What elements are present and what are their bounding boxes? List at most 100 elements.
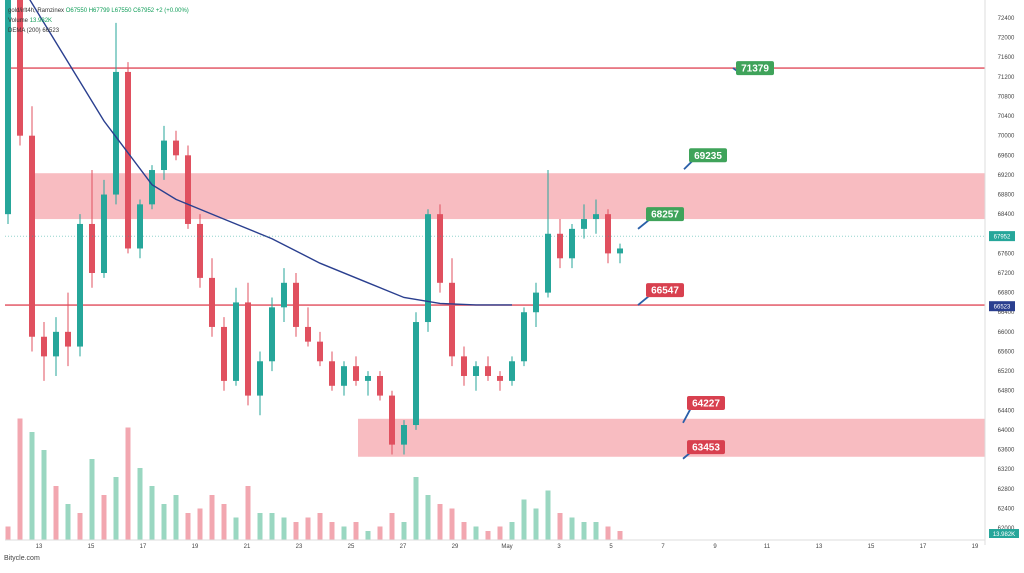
- volume-bar: [281, 517, 287, 540]
- candle-body: [221, 326, 227, 381]
- volume-bar: [413, 477, 419, 540]
- y-tick-label: 64000: [998, 428, 1015, 434]
- volume-bar: [185, 513, 191, 540]
- x-tick-label: 13: [816, 544, 823, 550]
- y-tick-label: 62400: [998, 506, 1015, 512]
- y-tick-label: 67600: [998, 251, 1015, 257]
- candle-body: [533, 292, 539, 313]
- volume-bar: [161, 504, 167, 540]
- y-tick-label: 67200: [998, 271, 1015, 277]
- candle-body: [341, 366, 347, 386]
- volume-bar: [437, 504, 443, 540]
- candle-body: [305, 326, 311, 342]
- candle-body: [497, 375, 503, 381]
- candle-body: [425, 214, 431, 323]
- candle-body: [257, 361, 263, 396]
- candle-body: [413, 322, 419, 426]
- candle-body: [113, 71, 119, 195]
- x-tick-label: 9: [713, 544, 717, 550]
- level-badge-text: 71379: [741, 64, 769, 75]
- badge-pointer-64227: [682, 407, 692, 424]
- candle-body: [581, 219, 587, 229]
- price-tag-text: 66523: [994, 305, 1011, 311]
- volume-bar: [329, 522, 335, 540]
- x-tick-label: 11: [764, 544, 771, 550]
- y-tick-label: 66400: [998, 310, 1015, 316]
- candle-body: [593, 214, 599, 220]
- volume-bar: [485, 531, 491, 540]
- volume-bar: [317, 513, 323, 540]
- y-tick-label: 65200: [998, 369, 1015, 375]
- candle-body: [77, 223, 83, 347]
- volume-bar: [245, 486, 251, 540]
- volume-bar: [5, 526, 11, 540]
- y-tick-label: 64800: [998, 389, 1015, 395]
- volume-bar: [401, 522, 407, 540]
- ohlc-values: O67550 H67799 L67550 C67952 +2 (+0.00%): [65, 8, 189, 14]
- candle-body: [317, 341, 323, 362]
- x-tick-label: May: [501, 544, 512, 550]
- volume-bar: [269, 513, 275, 540]
- candle-body: [209, 277, 215, 327]
- sr-zone-2: [358, 418, 985, 457]
- level-badge-69235: [689, 148, 727, 163]
- candle-body: [17, 0, 23, 136]
- x-tick-label: 15: [88, 544, 95, 550]
- volume-bar: [113, 477, 119, 540]
- x-tick-label: 17: [920, 544, 927, 550]
- candle-body: [377, 375, 383, 396]
- candle-body: [485, 366, 491, 376]
- dema-value: 66523: [42, 28, 60, 34]
- level-badge-68257: [646, 207, 684, 222]
- dema-price-tag: [989, 301, 1015, 312]
- volume-bar: [173, 495, 179, 540]
- volume-bar: [509, 522, 515, 540]
- candle-body: [53, 331, 59, 357]
- volume-bar: [149, 486, 155, 540]
- candle-body: [41, 336, 47, 357]
- candle-body: [569, 228, 575, 259]
- volume-bar: [101, 495, 107, 540]
- candle-body: [185, 155, 191, 224]
- chart-info-panel: gold/irlt4h, Ramzinex O67550 H67799 L675…: [8, 6, 189, 36]
- candle-body: [545, 233, 551, 293]
- candle-body: [557, 233, 563, 259]
- candle-body: [509, 361, 515, 381]
- x-tick-label: 3: [557, 544, 561, 550]
- candle-body: [521, 312, 527, 362]
- y-tick-label: 66000: [998, 330, 1015, 336]
- x-tick-label: 7: [661, 544, 665, 550]
- candle-body: [5, 0, 11, 215]
- volume-bar: [545, 490, 551, 540]
- volume-bar: [65, 504, 71, 540]
- x-tick-label: 21: [244, 544, 251, 550]
- y-tick-label: 69200: [998, 173, 1015, 179]
- y-tick-label: 71600: [998, 55, 1015, 61]
- candle-body: [461, 356, 467, 376]
- volume-bar: [593, 522, 599, 540]
- candle-body: [245, 302, 251, 396]
- y-tick-label: 65600: [998, 349, 1015, 355]
- candle-body: [161, 140, 167, 171]
- y-tick-label: 63600: [998, 448, 1015, 454]
- level-badge-64227: [687, 395, 725, 410]
- volume-bar: [77, 513, 83, 540]
- volume-bar: [125, 427, 131, 540]
- volume-bar: [17, 418, 23, 540]
- y-tick-label: 68400: [998, 212, 1015, 218]
- x-tick-label: 17: [140, 544, 147, 550]
- candle-body: [125, 71, 131, 249]
- volume-bar: [569, 517, 575, 540]
- candle-body: [65, 331, 71, 347]
- volume-bar: [305, 517, 311, 540]
- y-tick-label: 72400: [998, 16, 1015, 22]
- volume-bar: [473, 526, 479, 540]
- y-tick-label: 70400: [998, 114, 1015, 120]
- level-badge-text: 69235: [694, 151, 722, 162]
- volume-axis-tag: [989, 529, 1019, 538]
- symbol-label: gold/irlt4h, Ramzinex: [8, 8, 65, 14]
- candle-body: [437, 214, 443, 283]
- candle-body: [449, 282, 455, 357]
- x-tick-label: 13: [36, 544, 43, 550]
